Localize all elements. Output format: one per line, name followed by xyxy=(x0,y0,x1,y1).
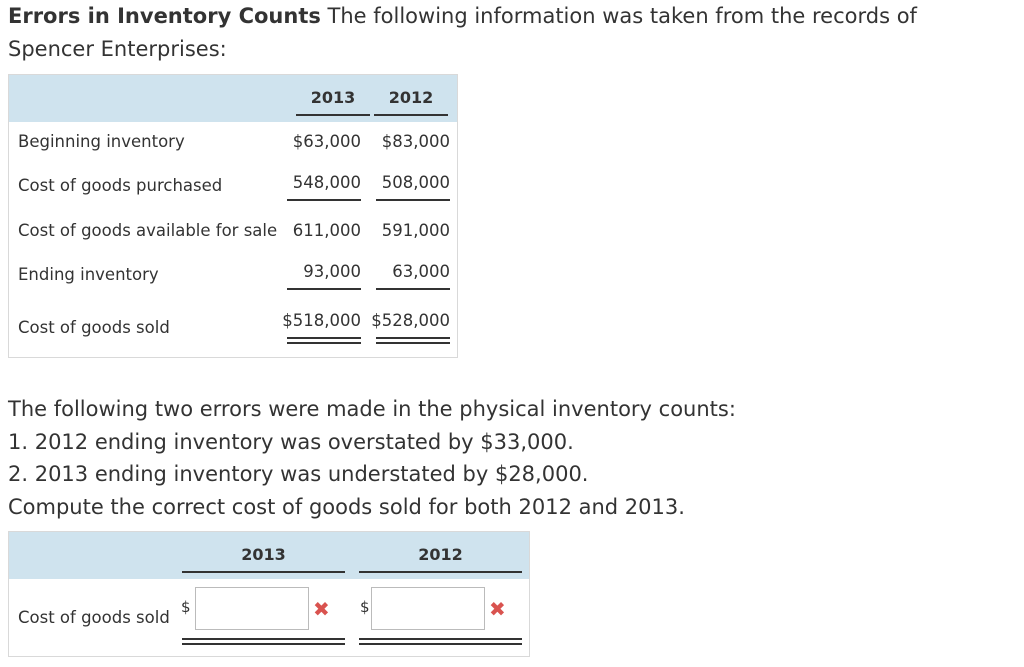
question-line-3: 2. 2013 ending inventory was understated… xyxy=(8,462,589,486)
total-double-rule-2013 xyxy=(287,337,361,344)
x-mark-icon: ✖ xyxy=(313,597,330,621)
total-double-rule-2012 xyxy=(376,337,450,344)
answer-double-rule-2013 xyxy=(182,638,345,645)
row-label-cost-of-goods-available: Cost of goods available for sale xyxy=(18,221,278,240)
subtotal-rule-2012 xyxy=(376,288,450,290)
cogs-2013-input[interactable] xyxy=(195,587,309,630)
row-label-cost-of-goods-purchased: Cost of goods purchased xyxy=(18,176,223,195)
inventory-data-table: 2013 2012 Beginning inventory $63,000 $8… xyxy=(8,74,458,358)
intro-text: The following information was taken from… xyxy=(8,4,917,61)
subtotal-rule-2013 xyxy=(287,199,361,201)
answer-table: 2013 2012 Cost of goods sold $ ✖ $ ✖ xyxy=(8,531,530,657)
available-2012: 591,000 xyxy=(381,221,450,240)
answer-column-header-2012: 2012 xyxy=(359,545,522,573)
beginning-inventory-2013: $63,000 xyxy=(292,132,361,151)
row-label-beginning-inventory: Beginning inventory xyxy=(18,132,185,151)
row-label-cost-of-goods-sold: Cost of goods sold xyxy=(18,318,170,337)
purchases-2013: 548,000 xyxy=(292,173,361,192)
answer-column-header-2013: 2013 xyxy=(182,545,345,573)
column-header-2013: 2013 xyxy=(296,88,370,116)
answer-row-label: Cost of goods sold xyxy=(18,608,170,627)
problem-title: Errors in Inventory Counts xyxy=(8,4,321,28)
question-line-2: 1. 2012 ending inventory was overstated … xyxy=(8,429,574,454)
intro-paragraph: Errors in Inventory Counts The following… xyxy=(8,0,1008,66)
question-line-1: The following two errors were made in th… xyxy=(8,397,736,421)
cogs-2012-input[interactable] xyxy=(371,587,485,630)
row-label-ending-inventory: Ending inventory xyxy=(18,265,159,284)
cogs-2012: $528,000 xyxy=(371,311,450,330)
x-mark-icon: ✖ xyxy=(489,597,506,621)
ending-inventory-2013: 93,000 xyxy=(303,262,361,281)
question-text: The following two errors were made in th… xyxy=(8,393,1008,523)
column-header-2012: 2012 xyxy=(374,88,448,116)
cogs-2013: $518,000 xyxy=(282,311,361,330)
available-2013: 611,000 xyxy=(292,221,361,240)
purchases-2012: 508,000 xyxy=(381,173,450,192)
beginning-inventory-2012: $83,000 xyxy=(381,132,450,151)
subtotal-rule-2012 xyxy=(376,199,450,201)
currency-symbol-2012: $ xyxy=(360,598,370,616)
currency-symbol-2013: $ xyxy=(181,598,191,616)
ending-inventory-2012: 63,000 xyxy=(392,262,450,281)
answer-double-rule-2012 xyxy=(359,638,522,645)
subtotal-rule-2013 xyxy=(287,288,361,290)
question-line-4: Compute the correct cost of goods sold f… xyxy=(8,494,685,519)
